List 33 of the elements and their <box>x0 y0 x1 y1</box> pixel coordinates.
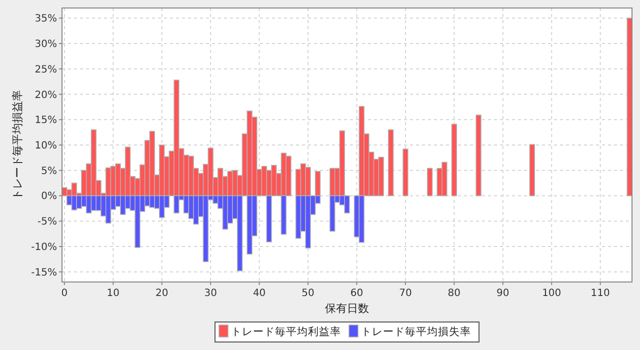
y-tick-label: -10% <box>31 242 57 253</box>
x-tick-label: 40 <box>252 288 266 299</box>
bar <box>388 129 394 196</box>
legend-label: トレード毎平均利益率 <box>231 325 341 338</box>
y-tick-label: 35% <box>34 14 57 25</box>
x-tick-label: 80 <box>448 288 461 299</box>
x-tick-label: 10 <box>106 288 120 299</box>
x-tick-label: 110 <box>590 288 610 299</box>
x-tick-label: 90 <box>496 288 510 299</box>
x-tick-label: 50 <box>302 288 314 299</box>
y-tick-label: -5% <box>38 216 57 228</box>
y-tick-label: 5% <box>41 166 57 177</box>
y-tick-label: 10% <box>34 140 57 152</box>
x-tick-label: 60 <box>350 288 364 299</box>
y-axis-title: トレード毎平均損益率 <box>11 90 24 200</box>
x-tick-label: 100 <box>542 288 562 299</box>
y-tick-label: 25% <box>34 64 57 76</box>
y-tick-label: 15% <box>34 115 57 126</box>
bar <box>402 148 408 196</box>
x-tick-label: 70 <box>399 288 412 299</box>
bar <box>451 124 458 196</box>
y-tick-label: 0% <box>41 191 57 202</box>
x-axis-title: 保有日数 <box>325 302 369 315</box>
bar <box>426 168 433 196</box>
y-tick-label: -15% <box>31 267 57 278</box>
bar <box>529 144 535 196</box>
y-tick-label: 20% <box>34 90 57 101</box>
x-tick-label: 20 <box>156 288 168 299</box>
legend-label: トレード毎平均損失率 <box>361 325 471 338</box>
x-tick-label: 30 <box>204 288 217 299</box>
x-tick-label: 0 <box>61 288 68 299</box>
bar <box>476 114 482 196</box>
y-tick-label: 30% <box>34 39 57 50</box>
